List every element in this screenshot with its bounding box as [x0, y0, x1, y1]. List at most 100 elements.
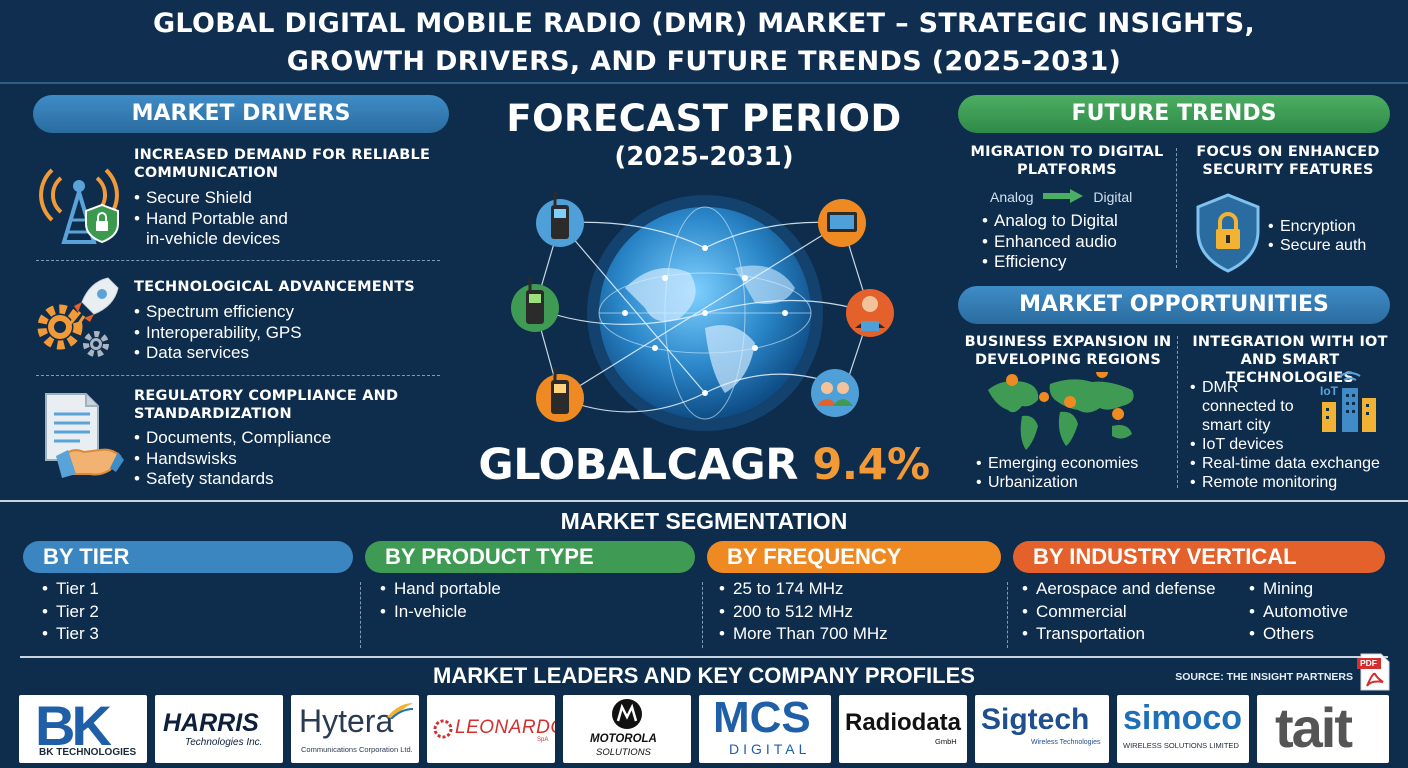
list-item: Hand portable: [380, 578, 680, 601]
logo-sub: Wireless Technologies: [1031, 739, 1101, 746]
source-text: SOURCE: THE INSIGHT PARTNERS: [1175, 671, 1353, 683]
globe-network-illustration: [505, 178, 905, 438]
list-item: Secure Shield: [134, 188, 444, 209]
driver-1-bullets: Secure Shield Hand Portable and in-vehic…: [134, 188, 444, 250]
divider: [1176, 148, 1177, 268]
seg-industry-list-2: Mining Automotive Others: [1249, 578, 1389, 646]
list-item: DMR: [1190, 378, 1400, 397]
logo-tait: tait: [1257, 695, 1389, 763]
page-title: GLOBAL DIGITAL MOBILE RADIO (DMR) MARKET…: [0, 0, 1408, 84]
list-item: Urbanization: [976, 473, 1172, 492]
smart-city-icon: IoT: [1318, 371, 1380, 434]
radio-icon: [536, 192, 584, 247]
future-trends-heading: FUTURE TRENDS: [958, 95, 1390, 133]
pdf-label: PDF: [1360, 658, 1377, 668]
seg-product-type-list: Hand portable In-vehicle: [380, 578, 680, 623]
shield-lock-icon: [1194, 193, 1262, 273]
logo-name: LEONARDO: [455, 717, 555, 738]
list-item: IoT devices: [1190, 435, 1400, 454]
driver-2-bullets: Spectrum efficiency Interoperability, GP…: [134, 302, 444, 364]
divider: [20, 656, 1388, 658]
list-item: Hand Portable and: [134, 209, 444, 230]
list-item: connected to: [1190, 397, 1400, 416]
cagr-value: 9.4%: [812, 440, 930, 490]
logo-name: MOTOROLA: [590, 733, 657, 745]
seg-frequency-list: 25 to 174 MHz 200 to 512 MHz More Than 7…: [719, 578, 999, 646]
forecast-title: FORECAST PERIOD: [506, 97, 902, 140]
list-item-continuation: connected to: [1202, 398, 1294, 415]
motorola-batwing-icon: [611, 698, 643, 735]
logo-name: Sigtech: [981, 703, 1090, 736]
list-item: Efficiency: [982, 252, 1172, 273]
logo-name: BK: [35, 695, 112, 757]
analog-label: Analog: [990, 189, 1034, 205]
trend-right-title: FOCUS ON ENHANCED SECURITY FEATURES: [1196, 144, 1380, 178]
logo-name: Radiodata: [845, 709, 962, 736]
seg-frequency-heading: BY FREQUENCY: [707, 541, 1001, 573]
list-item: Analog to Digital: [982, 211, 1172, 232]
trend-left-title: MIGRATION TO DIGITAL PLATFORMS: [970, 144, 1164, 178]
list-item: Commercial: [1022, 601, 1244, 624]
logo-sigtech: Sigtech Wireless Technologies: [975, 695, 1109, 763]
list-item: Encryption: [1268, 217, 1398, 236]
divider: [36, 260, 440, 261]
logo-sub: SpA: [537, 737, 549, 743]
seg-tier-list: Tier 1 Tier 2 Tier 3: [42, 578, 342, 646]
trend-left-bullets: Analog to Digital Enhanced audio Efficie…: [982, 211, 1172, 273]
radio-tower-shield-icon: [34, 150, 124, 245]
list-item: Automotive: [1249, 601, 1389, 624]
logo-sub: Communications Corporation Ltd.: [301, 745, 413, 754]
cagr-label: GLOBALCAGR: [478, 440, 798, 490]
logo-name: Hytera: [299, 703, 394, 739]
forecast-years: (2025-2031): [614, 142, 794, 172]
list-item: Remote monitoring: [1190, 473, 1400, 492]
list-item: Data services: [134, 343, 444, 364]
list-item-continuation: smart city: [1202, 417, 1271, 434]
list-item: Enhanced audio: [982, 232, 1172, 253]
logo-name: HARRIS: [163, 709, 259, 737]
list-item: Mining: [1249, 578, 1389, 601]
list-item: Real-time data exchange: [1190, 454, 1400, 473]
arrow-right-icon: [1043, 189, 1084, 206]
list-item: Tier 3: [42, 623, 342, 646]
logo-sub: BK TECHNOLOGIES: [39, 747, 137, 758]
analog-to-digital-arrow: Analog Digital: [990, 188, 1150, 206]
driver-2-title: TECHNOLOGICAL ADVANCEMENTS: [134, 279, 415, 295]
logo-sub: SOLUTIONS: [596, 747, 651, 758]
title-line-1: GLOBAL DIGITAL MOBILE RADIO (DMR) MARKET…: [152, 8, 1256, 39]
list-item: Aerospace and defense: [1022, 578, 1244, 601]
digital-label: Digital: [1093, 189, 1133, 205]
logo-radiodata: Radiodata GmbH: [839, 695, 967, 763]
pdf-icon[interactable]: PDF: [1357, 652, 1391, 692]
logo-harris: HARRIS Technologies Inc.: [155, 695, 283, 763]
hytera-swoosh-icon: [387, 701, 414, 724]
list-item: Transportation: [1022, 623, 1244, 646]
seg-industry-list-1: Aerospace and defense Commercial Transpo…: [1022, 578, 1244, 646]
list-item: More Than 700 MHz: [719, 623, 999, 646]
seg-tier-heading: BY TIER: [23, 541, 353, 573]
list-item: Tier 1: [42, 578, 342, 601]
driver-1-title: INCREASED DEMAND FOR RELIABLE COMMUNICAT…: [134, 147, 431, 181]
logo-sub: WIRELESS SOLUTIONS LIMITED: [1123, 741, 1239, 750]
divider: [1007, 582, 1008, 648]
logo-simoco: simoco WIRELESS SOLUTIONS LIMITED: [1117, 695, 1249, 763]
driver-3-title: REGULATORY COMPLIANCE AND STANDARDIZATIO…: [134, 388, 399, 422]
driver-3-bullets: Documents, Compliance Handswisks Safety …: [134, 428, 444, 490]
logo-name: tait: [1275, 696, 1353, 759]
iot-label: IoT: [1320, 384, 1338, 398]
divider: [702, 582, 703, 648]
segmentation-heading: MARKET SEGMENTATION: [560, 508, 848, 534]
list-item-continuation: in-vehicle devices: [146, 229, 281, 248]
logo-sub: GmbH: [935, 737, 957, 746]
list-item: smart city: [1190, 416, 1400, 435]
logo-sub: DIGITAL: [729, 741, 811, 757]
list-item: Safety standards: [134, 469, 444, 490]
divider: [0, 500, 1408, 502]
logo-mcs-digital: MCS DIGITAL: [699, 695, 831, 763]
title-line-2: GROWTH DRIVERS, AND FUTURE TRENDS (2025-…: [286, 46, 1122, 77]
seg-product-type-heading: BY PRODUCT TYPE: [365, 541, 695, 573]
list-item: Handswisks: [134, 449, 444, 470]
list-item: Spectrum efficiency: [134, 302, 444, 323]
list-item: 200 to 512 MHz: [719, 601, 999, 624]
logo-sub: Technologies Inc.: [185, 737, 263, 748]
